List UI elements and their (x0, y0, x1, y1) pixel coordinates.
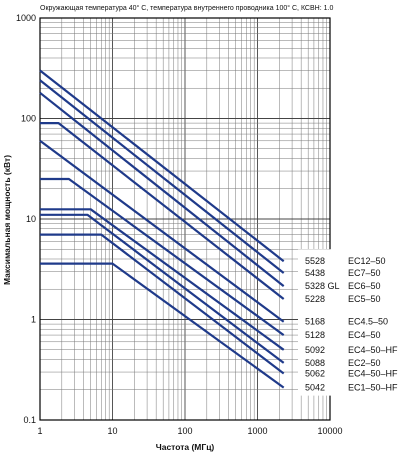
x-tick-label: 100 (177, 426, 192, 436)
series-connector-label: EC5–50 (348, 294, 381, 304)
series-model-label: 5128 (305, 330, 325, 340)
plot-frame (39, 17, 331, 421)
series-line (39, 91, 285, 287)
labels-box (298, 249, 400, 396)
series-model-label: 5062 (305, 369, 325, 379)
x-axis-title: Частота (МГц) (156, 442, 215, 452)
series-model-label: 5092 (305, 345, 325, 355)
series-line (40, 262, 285, 389)
x-tick-label: 10 (107, 426, 117, 436)
y-tick-label: 1000 (16, 13, 36, 23)
series-model-label: 5328 GL (305, 281, 340, 291)
x-tick-label: 1 (37, 426, 42, 436)
series-line (40, 121, 285, 300)
y-tick-label: 1 (31, 315, 36, 325)
chart-note: Окружающая температура 40° C, температур… (40, 4, 333, 12)
y-tick-labels: 0.1 1 10 100 1000 (16, 13, 36, 425)
series-line (40, 233, 285, 375)
series-line (39, 79, 285, 274)
series-model-label: 5438 (305, 268, 325, 278)
y-tick-label: 100 (21, 114, 36, 124)
series-connector-label: EC2–50 (348, 358, 381, 368)
series-connector-label: EC1–50–HF (348, 383, 398, 393)
series-line (40, 208, 285, 351)
series-line (40, 177, 285, 336)
series-line (40, 213, 285, 364)
series-line (39, 139, 285, 323)
x-tick-labels: 1 10 100 1000 10000 (37, 426, 342, 436)
series-labels: 5528 EC12–50 5438 EC7–50 5328 GL EC6–50 5228 EC… (298, 249, 400, 396)
y-tick-label: 10 (26, 214, 36, 224)
series-connector-label: EC6–50 (348, 281, 381, 291)
series-model-label: 5168 (305, 317, 325, 327)
series-model-label: 5228 (305, 294, 325, 304)
series-connector-label: EC4.5–50 (348, 317, 388, 327)
series-model-label: 5088 (305, 358, 325, 368)
series-line (39, 69, 285, 263)
x-tick-label: 10000 (317, 426, 342, 436)
y-tick-label: 0.1 (23, 415, 36, 425)
series-connector-label: EC7–50 (348, 268, 381, 278)
series-connector-label: EC4–50–HF (348, 345, 398, 355)
series-lines (39, 69, 285, 389)
y-axis-title: Максимальная мощность (кВт) (2, 155, 12, 285)
series-connector-label: EC4–50 (348, 330, 381, 340)
series-connector-label: EC4–50–HF (348, 369, 398, 379)
series-model-label: 5528 (305, 256, 325, 266)
series-connector-label: EC12–50 (348, 256, 386, 266)
series-model-label: 5042 (305, 383, 325, 393)
x-tick-label: 1000 (247, 426, 267, 436)
